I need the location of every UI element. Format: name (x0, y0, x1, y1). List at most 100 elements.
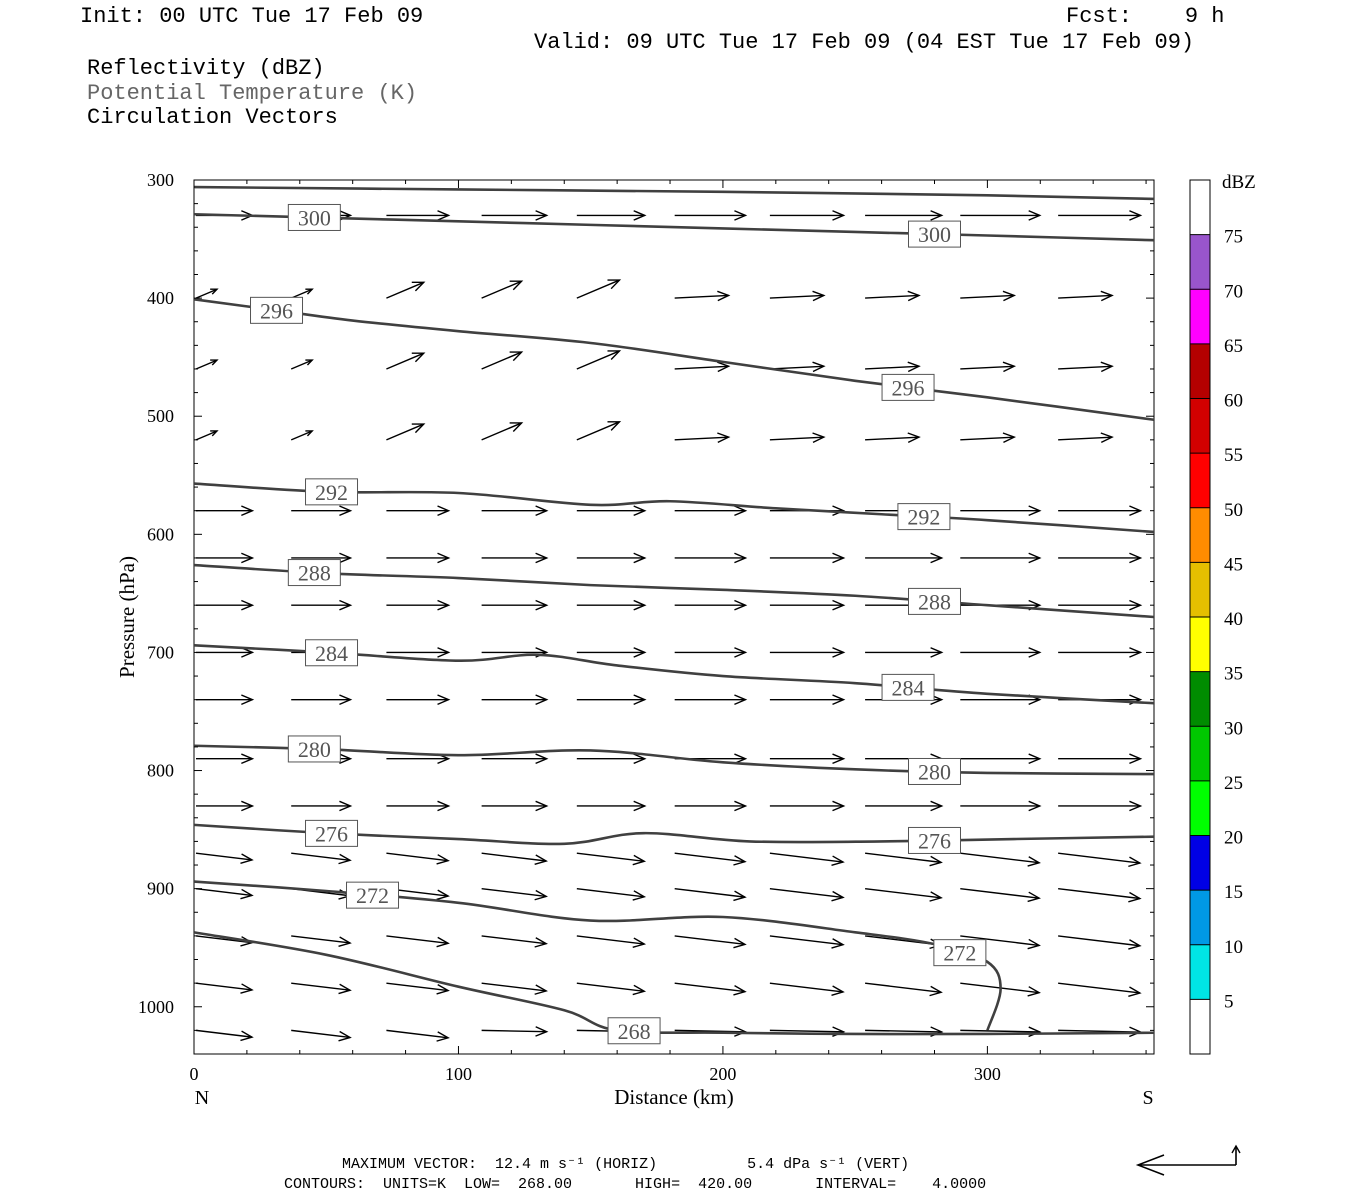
colorbar-bin (1190, 890, 1210, 945)
wind-vector (960, 935, 1040, 947)
wind-vector-head (534, 889, 548, 901)
contour-label-box (907, 826, 961, 854)
colorbar-tick-label: 20 (1224, 828, 1243, 849)
wind-vector (1058, 852, 1140, 864)
theta-contour-276 (193, 823, 1155, 846)
colorbar-tick-label: 10 (1224, 937, 1243, 958)
wind-vector-head (241, 753, 255, 765)
field-label-theta: Potential Temperature (K) (87, 81, 418, 106)
wind-vector-head (734, 694, 748, 705)
wind-vector-head (535, 505, 549, 517)
contour-label-box (897, 503, 951, 531)
wind-vector-head (1100, 361, 1114, 373)
wind-vector-head (717, 361, 731, 373)
contour-label: 272 (356, 883, 389, 908)
colorbar-tick-label: 30 (1224, 718, 1243, 739)
colorbar-bin (1190, 398, 1210, 454)
contour-label: 272 (943, 941, 976, 966)
wind-vector-head (241, 800, 255, 812)
wind-vector-head (411, 423, 426, 434)
wind-vector-head (1027, 986, 1041, 997)
wind-vector-head (411, 352, 426, 363)
wind-vector (960, 1029, 1040, 1033)
wind-vector (291, 852, 351, 862)
wind-vector-head (633, 800, 647, 812)
wind-vector-head (717, 290, 731, 302)
colorbar-tick-label: 40 (1224, 609, 1243, 630)
theta-contour-296 (193, 298, 1155, 422)
theta-contour-288 (193, 563, 1155, 619)
wind-vector-head (437, 599, 451, 611)
wind-vector-head (436, 984, 450, 995)
wind-vector-head (305, 359, 314, 366)
wind-vector (769, 294, 824, 299)
wind-vector (865, 982, 942, 993)
x-tick-label: 200 (709, 1064, 736, 1084)
x-end-label-north: N (195, 1087, 209, 1109)
wind-vector-head (632, 984, 647, 996)
wind-vector-head (832, 647, 846, 658)
colorbar-tick-label: 15 (1224, 882, 1243, 903)
contour-label: 276 (918, 828, 951, 853)
contour-label: 292 (315, 480, 348, 505)
wind-vector-head (534, 984, 548, 995)
contour-label-box (346, 881, 400, 909)
wind-vector-head (339, 505, 353, 517)
wind-vector (290, 430, 313, 441)
wind-vector-head (241, 694, 255, 705)
wind-vector (865, 436, 920, 441)
wind-vector (481, 887, 547, 898)
wind-vector-head (1028, 552, 1042, 564)
colorbar-bin (1190, 562, 1210, 617)
wind-vector-head (509, 422, 524, 433)
wind-vector (769, 982, 844, 993)
wind-vector (481, 422, 522, 441)
wind-vector-head (1128, 891, 1142, 903)
wind-vector (865, 852, 942, 864)
wind-vector-head (241, 552, 255, 564)
wind-vector-head (1028, 210, 1042, 221)
wind-vector (1058, 887, 1140, 900)
wind-vector-head (734, 505, 748, 517)
wind-vector (865, 1029, 942, 1033)
colorbar-bin (1190, 289, 1210, 344)
wind-vector-head (733, 855, 747, 866)
wind-vector-head (1128, 986, 1142, 997)
x-tick-label: 300 (974, 1064, 1001, 1084)
colorbar-tick-label: 45 (1224, 554, 1243, 575)
wind-vector (576, 982, 645, 992)
wind-vector-head (535, 1026, 549, 1037)
wind-vector-head (733, 985, 747, 996)
colorbar-tick-label: 70 (1224, 281, 1243, 302)
wind-vector-head (831, 855, 845, 867)
wind-vector-head (831, 985, 845, 996)
wind-vector (481, 1029, 547, 1033)
wind-vector-head (831, 890, 845, 902)
wind-vector-head (734, 210, 748, 221)
wind-vector-head (734, 552, 748, 564)
wind-vector-head (339, 599, 353, 611)
wind-vector-head (241, 505, 255, 517)
wind-vector-head (607, 279, 622, 290)
contour-label: 268 (618, 1019, 651, 1044)
wind-vector-head (305, 288, 314, 295)
wind-vector-head (812, 432, 826, 443)
axes: 300 400 500 600 700 800 900 1000 0 100 200 300 N S Dis… (115, 170, 1154, 1109)
colorbar-bin (1190, 617, 1210, 672)
wind-vector (769, 852, 844, 863)
theta-contour-304 (193, 185, 1155, 201)
wind-vector (576, 350, 620, 370)
y-tick-label: 900 (147, 879, 174, 899)
wind-vector-head (437, 552, 451, 564)
wind-vector-head (734, 599, 748, 611)
wind-vector-head (437, 210, 451, 221)
colorbar-bin (1190, 726, 1210, 781)
wind-vector (386, 1029, 449, 1039)
wind-vector-head (832, 599, 846, 611)
plot-frame (193, 179, 1155, 1055)
wind-vector-head (734, 753, 748, 765)
init-time: Init: 00 UTC Tue 17 Feb 09 (80, 4, 424, 29)
wind-vector-head (339, 800, 353, 812)
wind-vector-head (1028, 753, 1042, 765)
wind-vector-head (305, 430, 314, 437)
